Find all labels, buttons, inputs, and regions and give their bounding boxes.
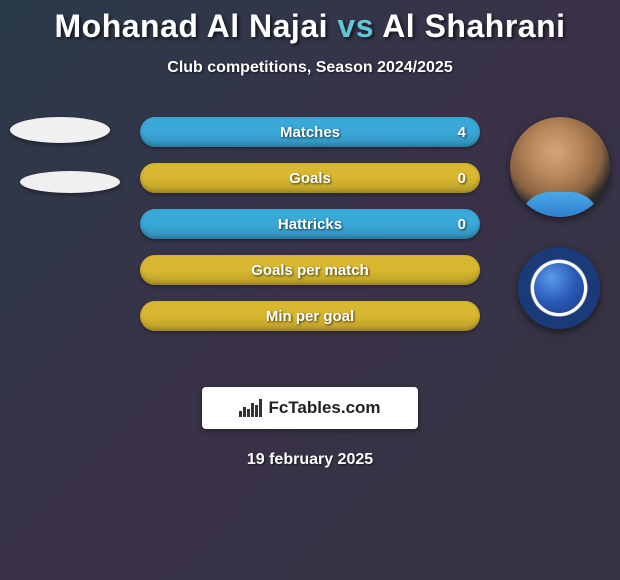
stat-row-goals-per-match: Goals per match [140,255,480,285]
branding-text: FcTables.com [268,398,380,418]
stat-bars: Matches 4 Goals 0 Hattricks 0 Goals per … [140,117,480,347]
stat-label: Min per goal [266,308,354,325]
stat-label: Goals per match [251,262,369,279]
snapshot-date: 19 february 2025 [0,451,620,469]
stat-row-matches: Matches 4 [140,117,480,147]
player2-avatar [510,117,610,217]
bar-chart-icon [239,399,262,417]
player1-photo-placeholder [10,117,110,143]
player1-name: Mohanad Al Najai [54,8,328,44]
stats-panel: Matches 4 Goals 0 Hattricks 0 Goals per … [0,117,620,377]
player1-avatar [10,117,120,193]
stat-label: Hattricks [278,216,342,233]
stat-label: Goals [289,170,331,187]
vs-text: vs [337,8,374,44]
stat-row-min-per-goal: Min per goal [140,301,480,331]
club-logo-text: ALHILAL S. FC [518,253,600,259]
comparison-title: Mohanad Al Najai vs Al Shahrani [0,0,620,45]
player1-club-placeholder [20,171,120,193]
stat-row-goals: Goals 0 [140,163,480,193]
stat-value: 0 [458,216,466,233]
stat-row-hattricks: Hattricks 0 [140,209,480,239]
branding-badge[interactable]: FcTables.com [202,387,418,429]
player2-club-logo: ALHILAL S. FC [518,247,600,329]
stat-value: 4 [458,124,466,141]
stat-label: Matches [280,124,340,141]
football-icon [534,263,584,313]
subtitle: Club competitions, Season 2024/2025 [0,59,620,77]
stat-value: 0 [458,170,466,187]
player2-name: Al Shahrani [382,8,565,44]
